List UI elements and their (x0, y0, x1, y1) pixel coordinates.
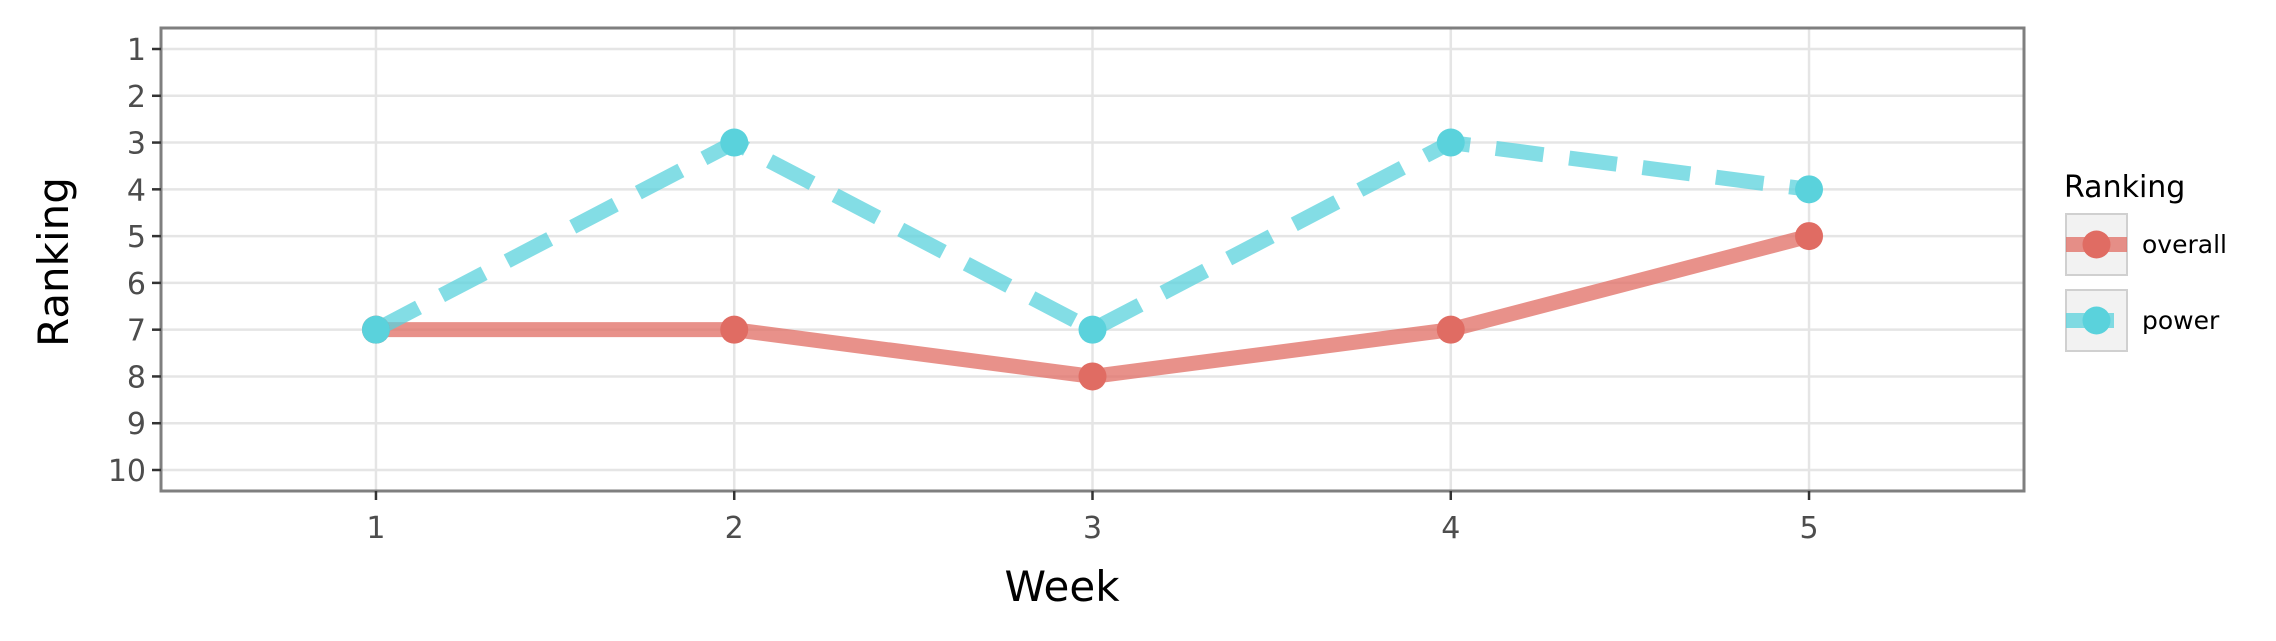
legend-item-power: power (2065, 289, 2220, 352)
x-tick-label: 2 (725, 511, 744, 546)
x-axis-title: Week (1004, 562, 1120, 611)
y-axis-title: Ranking (29, 177, 78, 347)
y-tick-label: 4 (127, 173, 146, 208)
y-tick-label: 3 (127, 127, 146, 162)
data-point-power (1436, 128, 1465, 157)
data-point-overall (1436, 315, 1465, 344)
x-tick-label: 5 (1799, 511, 1818, 546)
y-tick-label: 7 (127, 314, 146, 349)
y-tick-label: 8 (127, 360, 146, 395)
series-line-power (372, 135, 1811, 338)
y-tick-label: 2 (127, 80, 146, 115)
data-point-power (1795, 175, 1824, 204)
series-layer (361, 128, 1824, 391)
data-point-overall (1078, 362, 1107, 391)
x-tick-label: 4 (1441, 511, 1460, 546)
y-tick-label: 10 (108, 454, 146, 489)
data-point-power (1078, 315, 1107, 344)
y-tick-label: 1 (127, 33, 146, 68)
data-point-overall (720, 315, 749, 344)
data-point-overall (1795, 222, 1824, 251)
legend-key-point (2082, 230, 2111, 259)
y-axis: 1 2 3 4 5 6 7 8 9 10 (108, 33, 161, 489)
legend-title: Ranking (2064, 170, 2185, 205)
legend-label: overall (2142, 230, 2227, 259)
gridlines (161, 28, 2024, 491)
x-tick-label: 1 (366, 511, 385, 546)
legend-item-overall: overall (2065, 213, 2227, 276)
x-axis: 1 2 3 4 5 (366, 491, 1819, 546)
legend-key-point (2082, 306, 2111, 335)
y-tick-label: 6 (127, 267, 146, 302)
x-tick-label: 3 (1083, 511, 1102, 546)
legend: Ranking overall power (2064, 170, 2227, 352)
legend-label: power (2142, 306, 2220, 335)
data-point-power (720, 128, 749, 157)
y-tick-label: 5 (127, 220, 146, 255)
y-tick-label: 9 (127, 407, 146, 442)
data-point-power (361, 315, 390, 344)
